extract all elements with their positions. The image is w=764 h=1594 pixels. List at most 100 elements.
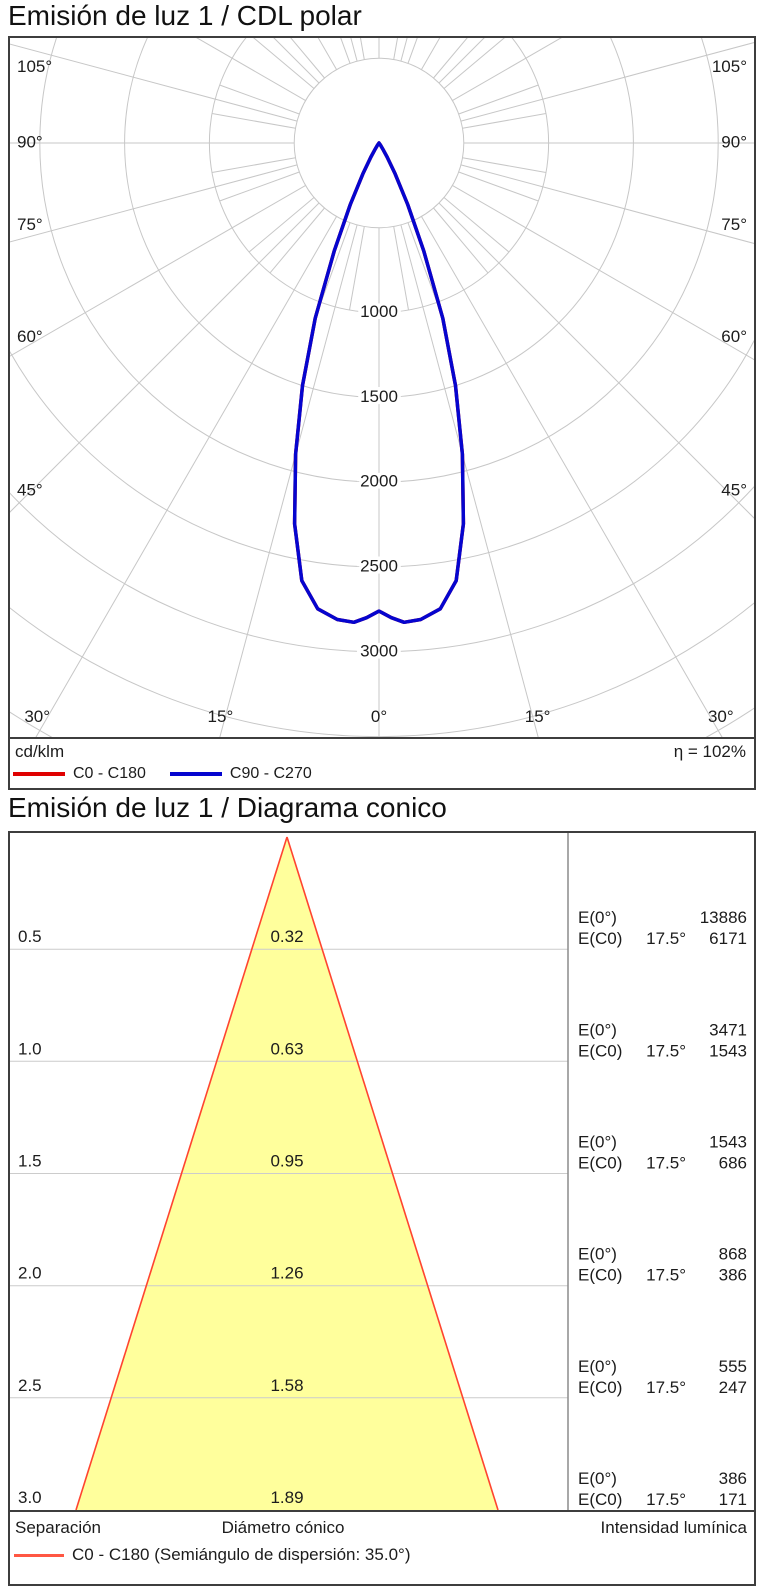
diameter-column-label: Diámetro cónico xyxy=(221,1518,345,1537)
polar-grid-minor-ray xyxy=(407,222,438,303)
polar-grid-minor-ray xyxy=(253,38,315,89)
polar-curve-c90-c270 xyxy=(292,141,466,625)
ec0-value: 247 xyxy=(719,1378,747,1397)
cone-chart-box: 0.5 0.32 E(0°) 13886 E(C0) 17.5° 6171 1.0 0.63 E(… xyxy=(8,831,756,1586)
separation-value: 2.0 xyxy=(18,1264,42,1283)
polar-grid-minor-ray xyxy=(219,171,300,202)
polar-angle-label: 60° xyxy=(17,327,43,346)
cone-edge-right xyxy=(286,836,499,1510)
polar-angle-label: 75° xyxy=(721,215,747,234)
polar-grid-minor-ray xyxy=(211,113,296,129)
polar-grid-major-ray xyxy=(420,38,441,70)
e0-label: E(0°) xyxy=(578,1020,617,1039)
polar-diagram: 0° 15° 15° 30° 30° 45° 45° 60° 60° 75° 75° 90° 90° 10… xyxy=(10,38,754,737)
polar-grid-minor-ray xyxy=(462,113,547,129)
polar-grid-major-ray xyxy=(10,164,298,243)
cone-diameter-value: 0.95 xyxy=(270,1152,303,1171)
separation-value: 3.0 xyxy=(18,1488,42,1507)
e0-label: E(0°) xyxy=(578,1245,617,1264)
cone-section-title: Emisión de luz 1 / Diagrama conico xyxy=(8,792,447,823)
polar-grid-major-ray xyxy=(10,43,298,122)
polar-grid-minor-ray xyxy=(458,84,539,115)
separation-value: 1.0 xyxy=(18,1039,42,1058)
legend-line-swatch xyxy=(13,772,65,776)
polar-grid-major-ray xyxy=(317,38,338,70)
separation-value: 2.5 xyxy=(18,1376,42,1395)
polar-angle-label: 45° xyxy=(721,480,747,499)
polar-grid-minor-ray xyxy=(359,38,365,60)
ec0-value: 1543 xyxy=(709,1041,747,1060)
cone-diameter-value: 0.63 xyxy=(270,1039,303,1058)
polar-grid-minor-ray xyxy=(433,207,489,274)
e0-label: E(0°) xyxy=(578,908,617,927)
polar-grid-minor-ray xyxy=(433,38,468,79)
polar-grid-major-ray xyxy=(219,224,358,737)
polar-ring-label: 3000 xyxy=(360,641,398,660)
polar-grid-minor-ray xyxy=(211,157,296,173)
cone-legend: Separación Diámetro cónico Intensidad lu… xyxy=(10,1510,754,1582)
polar-section-title: Emisión de luz 1 / CDL polar xyxy=(8,0,362,31)
cone-diameter-value: 1.89 xyxy=(270,1488,303,1507)
separation-value: 0.5 xyxy=(18,927,42,946)
intensity-column-label: Intensidad lumínica xyxy=(600,1518,747,1537)
polar-legend: cd/klm η = 102% C0 - C180 C90 - C270 xyxy=(10,737,754,788)
e0-value: 555 xyxy=(719,1357,747,1376)
e0-value: 868 xyxy=(719,1245,747,1264)
polar-grid-major-ray xyxy=(35,216,338,737)
e0-label: E(0°) xyxy=(578,1469,617,1488)
polar-grid-major-ray xyxy=(10,202,320,513)
e0-value: 13886 xyxy=(700,908,747,927)
polar-angle-label: 45° xyxy=(17,480,43,499)
ec0-angle: 17.5° xyxy=(646,1154,686,1173)
polar-angle-label: 75° xyxy=(17,215,43,234)
polar-grid-major-ray xyxy=(452,184,754,361)
polar-grid-minor-ray xyxy=(290,38,325,79)
polar-grid-major-ray xyxy=(196,38,306,102)
polar-grid xyxy=(10,38,754,737)
polar-grid-minor-ray xyxy=(462,157,547,173)
polar-angle-label: 30° xyxy=(708,707,734,726)
polar-grid-minor-ray xyxy=(393,38,399,60)
polar-angle-label: 15° xyxy=(525,707,551,726)
ec0-angle: 17.5° xyxy=(646,1490,686,1509)
ec0-value: 686 xyxy=(719,1154,747,1173)
ec0-angle: 17.5° xyxy=(646,1041,686,1060)
polar-angle-label: 90° xyxy=(721,132,747,151)
efficiency-label: η = 102% xyxy=(673,742,746,761)
polar-legend-items: C0 - C180 C90 - C270 xyxy=(13,765,336,783)
polar-grid-major-ray xyxy=(460,42,754,122)
ec0-value: 6171 xyxy=(709,929,747,948)
polar-grid-major-ray xyxy=(273,38,320,84)
polar-chart-box: 0° 15° 15° 30° 30° 45° 45° 60° 60° 75° 75° 90° 90° 10… xyxy=(8,36,756,790)
e0-label: E(0°) xyxy=(578,1357,617,1376)
polar-grid-minor-ray xyxy=(320,222,351,303)
polar-ring-label: 1500 xyxy=(360,387,398,406)
polar-angle-label: 90° xyxy=(17,132,43,151)
polar-grid-minor-ray xyxy=(248,197,315,253)
ec0-label: E(C0) xyxy=(578,1378,622,1397)
polar-legend-label: C90 - C270 xyxy=(229,765,312,782)
polar-grid-major-ray xyxy=(10,184,306,357)
ec0-label: E(C0) xyxy=(578,929,622,948)
ec0-angle: 17.5° xyxy=(646,929,686,948)
polar-grid-minor-ray xyxy=(269,207,325,274)
separation-value: 1.5 xyxy=(18,1152,42,1171)
ec0-label: E(C0) xyxy=(578,1266,622,1285)
polar-grid-minor-ray xyxy=(458,171,539,202)
ec0-value: 171 xyxy=(719,1490,747,1509)
polar-angle-label: 30° xyxy=(24,707,50,726)
ec0-angle: 17.5° xyxy=(646,1266,686,1285)
e0-value: 3471 xyxy=(709,1020,747,1039)
e0-value: 1543 xyxy=(709,1133,747,1152)
polar-grid-major-ray xyxy=(438,38,485,84)
ec0-label: E(C0) xyxy=(578,1490,622,1509)
polar-grid-major-ray xyxy=(460,164,754,244)
polar-angle-label: 0° xyxy=(371,707,387,726)
polar-legend-item: C0 - C180 xyxy=(13,765,146,783)
polar-grid-minor-ray xyxy=(349,226,365,311)
polar-grid-major-ray xyxy=(452,38,562,102)
polar-grid-minor-ray xyxy=(443,197,510,253)
polar-grid-minor-ray xyxy=(340,38,351,64)
polar-grid-major-ray xyxy=(420,216,723,737)
